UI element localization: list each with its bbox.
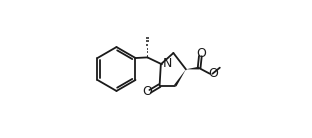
Text: O: O [143, 85, 152, 98]
Polygon shape [174, 69, 186, 86]
Text: N: N [163, 57, 172, 70]
Polygon shape [186, 67, 199, 69]
Text: O: O [208, 67, 218, 80]
Text: O: O [196, 47, 206, 60]
